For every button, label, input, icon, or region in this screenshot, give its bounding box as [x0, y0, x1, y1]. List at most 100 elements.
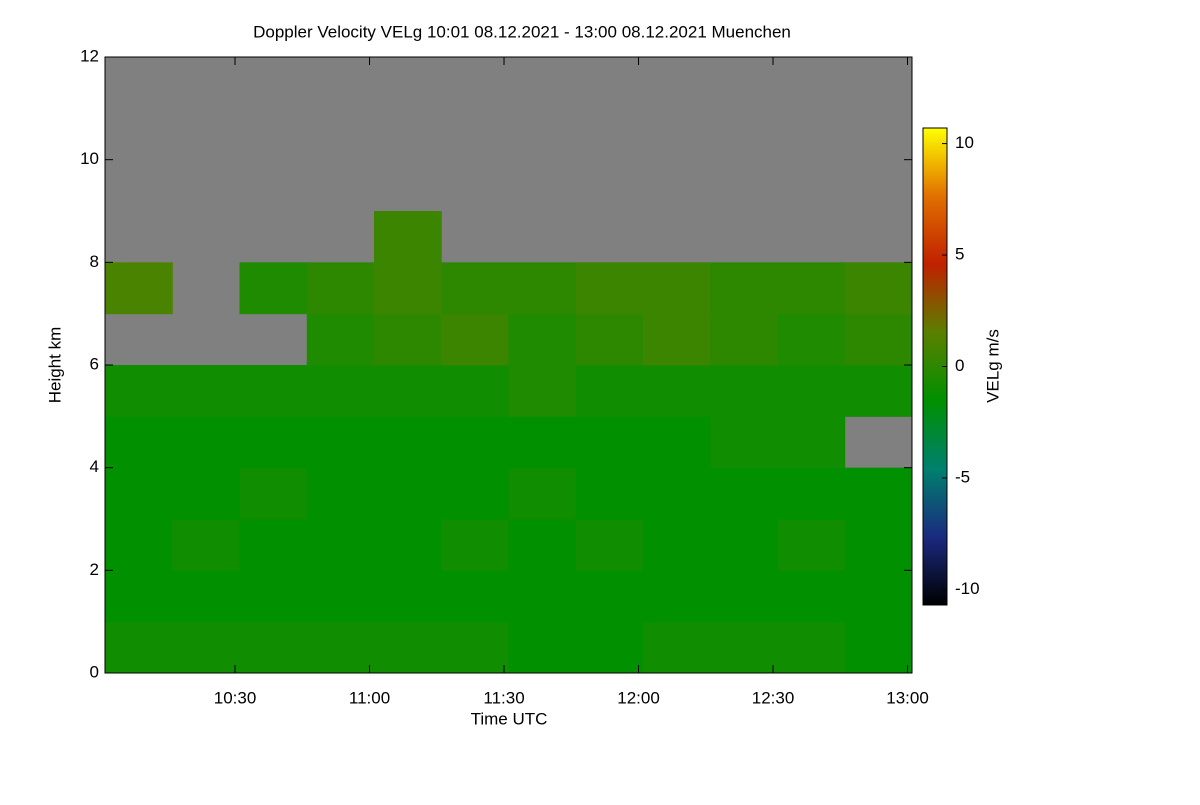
cell: [844, 365, 913, 417]
cell: [575, 467, 644, 520]
cell: [643, 416, 711, 469]
cell: [441, 621, 509, 674]
cell: [643, 365, 711, 417]
cell: [374, 621, 442, 674]
cell: [575, 621, 644, 674]
cell: [508, 262, 577, 315]
cell: [777, 621, 846, 674]
cell: [575, 313, 644, 366]
colorbar-tick-label: 0: [955, 356, 964, 375]
cell: [172, 621, 240, 674]
cell: [710, 365, 778, 417]
cell: [239, 570, 308, 623]
cell: [105, 365, 173, 417]
cell: [777, 519, 846, 571]
cell: [575, 365, 644, 417]
y-tick-label: 0: [90, 662, 99, 681]
cell: [777, 365, 846, 417]
cell: [777, 262, 846, 315]
cell: [105, 467, 173, 520]
cell: [643, 467, 711, 520]
cell: [777, 313, 846, 366]
cell: [441, 262, 509, 315]
cell: [306, 416, 375, 469]
cell: [306, 621, 375, 674]
cell: [374, 313, 442, 366]
cell: [374, 262, 442, 315]
cell: [710, 313, 778, 366]
cell: [306, 519, 375, 571]
cell: [508, 570, 577, 623]
cell: [643, 519, 711, 571]
colorbar-tick-label: -5: [955, 467, 970, 486]
x-tick-label: 10:30: [214, 688, 257, 707]
y-tick-label: 6: [90, 354, 99, 373]
cell: [508, 416, 577, 469]
cell: [710, 570, 778, 623]
cell: [105, 519, 173, 571]
cell: [710, 467, 778, 520]
cell: [239, 467, 308, 520]
cell: [777, 570, 846, 623]
cell: [844, 570, 913, 623]
cell: [374, 416, 442, 469]
cell: [575, 416, 644, 469]
cell: [239, 416, 308, 469]
x-axis-label: Time UTC: [471, 709, 548, 728]
cell: [239, 262, 308, 315]
cell: [306, 365, 375, 417]
x-tick-label: 13:00: [886, 688, 929, 707]
y-tick-label: 8: [90, 252, 99, 271]
cell: [710, 519, 778, 571]
cell: [172, 519, 240, 571]
y-axis-label: Height km: [45, 327, 64, 404]
cell: [508, 519, 577, 571]
cell: [710, 262, 778, 315]
cell: [306, 313, 375, 366]
cell: [306, 570, 375, 623]
cell: [374, 519, 442, 571]
cell: [441, 416, 509, 469]
chart-title: Doppler Velocity VELg 10:01 08.12.2021 -…: [253, 22, 791, 41]
cell: [441, 467, 509, 520]
cell: [441, 313, 509, 366]
cell: [575, 519, 644, 571]
x-tick-label: 12:00: [617, 688, 660, 707]
x-tick-label: 12:30: [752, 688, 795, 707]
cell: [441, 570, 509, 623]
cell: [844, 519, 913, 571]
cell: [105, 570, 173, 623]
cell: [239, 365, 308, 417]
cell: [105, 416, 173, 469]
cell: [844, 467, 913, 520]
cell: [239, 621, 308, 674]
cell: [172, 570, 240, 623]
cell: [239, 519, 308, 571]
cell: [306, 262, 375, 315]
cell: [374, 570, 442, 623]
y-tick-label: 12: [80, 46, 99, 65]
cell: [643, 570, 711, 623]
colorbar-tick-label: 10: [955, 133, 974, 152]
colorbar-label: VELg m/s: [983, 329, 1002, 403]
cell: [172, 365, 240, 417]
cell: [508, 313, 577, 366]
colorbar-tick-label: -10: [955, 579, 980, 598]
cell: [575, 262, 644, 315]
cell: [710, 416, 778, 469]
colorbar-tick-label: 5: [955, 245, 964, 264]
cell: [508, 365, 577, 417]
y-tick-label: 4: [90, 457, 99, 476]
x-tick-label: 11:30: [483, 688, 524, 707]
cell: [777, 416, 846, 469]
cell: [643, 621, 711, 674]
cell: [306, 467, 375, 520]
x-tick-label: 11:00: [349, 688, 390, 707]
cell: [844, 621, 913, 674]
cell: [441, 519, 509, 571]
cell: [374, 365, 442, 417]
cell: [777, 467, 846, 520]
cell: [508, 621, 577, 674]
cell: [710, 621, 778, 674]
